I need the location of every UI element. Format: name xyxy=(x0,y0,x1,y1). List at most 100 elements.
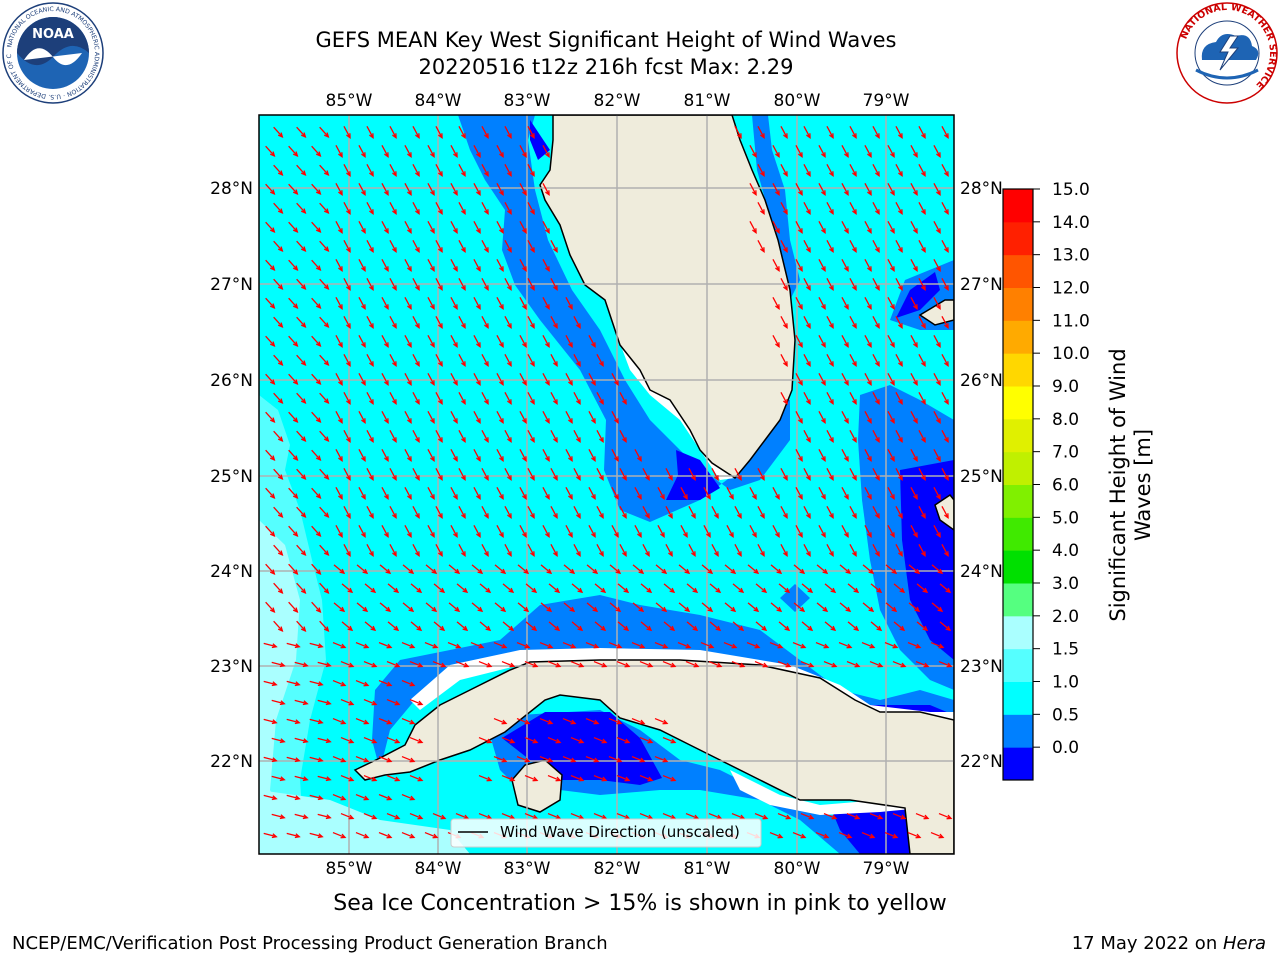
wave-arrow xyxy=(343,429,351,444)
wave-arrow xyxy=(355,793,370,801)
wave-arrow xyxy=(273,164,284,176)
wave-arrow xyxy=(542,144,550,159)
wave-arrow xyxy=(918,239,926,254)
wave-arrow xyxy=(381,296,389,311)
isle-of-youth-land xyxy=(511,759,563,813)
wave-arrow xyxy=(456,583,469,594)
wave-arrow xyxy=(757,125,765,140)
wave-arrow xyxy=(478,736,493,744)
wave-arrow xyxy=(332,717,347,725)
wave-arrow xyxy=(795,182,803,197)
wave-arrow xyxy=(864,486,872,501)
wave-arrow xyxy=(319,354,330,366)
wave-arrow xyxy=(309,718,324,725)
wave-arrow xyxy=(910,182,918,197)
wave-arrow xyxy=(700,641,715,649)
wave-arrow xyxy=(496,182,504,197)
wave-arrow xyxy=(895,315,903,330)
wave-arrow xyxy=(378,641,393,649)
wave-arrow xyxy=(378,793,393,801)
wave-arrow xyxy=(335,144,343,159)
wave-arrow xyxy=(803,125,811,140)
wave-arrow xyxy=(311,449,322,461)
wave-arrow xyxy=(816,602,829,613)
wave-arrow xyxy=(496,220,504,235)
wave-arrow xyxy=(363,812,378,820)
wave-arrow xyxy=(826,391,834,406)
wave-arrow xyxy=(366,125,374,140)
east-florida-shelf xyxy=(752,115,800,300)
wave-arrow xyxy=(639,736,654,744)
wave-arrow xyxy=(527,163,535,178)
wave-arrow xyxy=(517,602,530,613)
wave-arrow xyxy=(780,277,788,292)
wave-arrow xyxy=(286,718,301,725)
wave-arrow xyxy=(427,182,435,197)
wave-arrow xyxy=(795,486,803,501)
wave-arrow xyxy=(296,620,307,632)
wave-arrow xyxy=(427,410,435,425)
wave-arrow xyxy=(343,543,351,558)
wave-arrow xyxy=(800,812,815,820)
wave-arrow xyxy=(296,582,307,594)
wave-arrow xyxy=(355,679,370,687)
wave-arrow xyxy=(496,524,504,539)
wave-arrow xyxy=(757,467,765,482)
lat-left-label: 23°N xyxy=(210,657,253,677)
wave-arrow xyxy=(504,353,512,368)
wave-arrow xyxy=(447,641,462,649)
colorbar-tick-label: 12.0 xyxy=(1052,279,1090,299)
wave-arrow xyxy=(918,429,926,444)
wave-arrow xyxy=(617,583,630,594)
wave-arrow xyxy=(410,583,423,594)
wave-arrow xyxy=(525,621,538,632)
wave-arrow xyxy=(657,524,665,539)
wave-arrow xyxy=(450,524,458,539)
wave-arrow xyxy=(427,524,435,539)
wave-arrow xyxy=(803,467,811,482)
wave-arrow xyxy=(872,163,880,178)
wave-arrow xyxy=(841,524,849,539)
wave-arrow xyxy=(273,468,284,480)
wave-arrow xyxy=(381,448,389,463)
wave-arrow xyxy=(864,182,872,197)
wave-arrow xyxy=(818,220,826,235)
wave-arrow xyxy=(573,353,581,368)
wave-arrow xyxy=(662,774,677,782)
wave-arrow xyxy=(335,258,343,273)
wave-arrow xyxy=(479,621,492,632)
wave-arrow xyxy=(864,258,872,273)
wave-arrow xyxy=(864,448,872,463)
wave-arrow xyxy=(708,660,723,668)
wave-arrow xyxy=(389,315,397,330)
wave-arrow xyxy=(358,296,366,311)
wave-arrow xyxy=(288,221,299,233)
figure-title: GEFS MEAN Key West Significant Height of… xyxy=(315,28,897,52)
wave-arrow xyxy=(473,410,481,425)
wave-arrow xyxy=(908,602,921,613)
wave-arrow xyxy=(593,774,608,782)
wave-arrow xyxy=(501,660,516,668)
wave-arrow xyxy=(496,448,504,463)
wave-arrow xyxy=(317,813,332,820)
wave-arrow xyxy=(273,278,284,290)
wave-arrow xyxy=(872,505,880,520)
wave-arrow xyxy=(296,468,307,480)
wave-arrow xyxy=(433,583,446,594)
wave-arrow xyxy=(849,239,857,254)
wave-arrow xyxy=(562,641,577,649)
wave-arrow xyxy=(263,756,278,763)
wave-arrow xyxy=(547,736,562,744)
wave-arrow xyxy=(319,582,330,594)
wave-arrow xyxy=(427,372,435,387)
cuba-land xyxy=(353,659,954,854)
wave-arrow xyxy=(432,660,447,668)
wave-arrow xyxy=(619,391,627,406)
lat-left-label: 24°N xyxy=(210,562,253,582)
wave-arrow xyxy=(271,737,286,744)
wave-arrow xyxy=(757,543,765,558)
wave-arrow xyxy=(803,201,811,216)
wave-arrow xyxy=(481,315,489,330)
wave-arrow xyxy=(366,391,374,406)
wave-arrow xyxy=(588,524,596,539)
